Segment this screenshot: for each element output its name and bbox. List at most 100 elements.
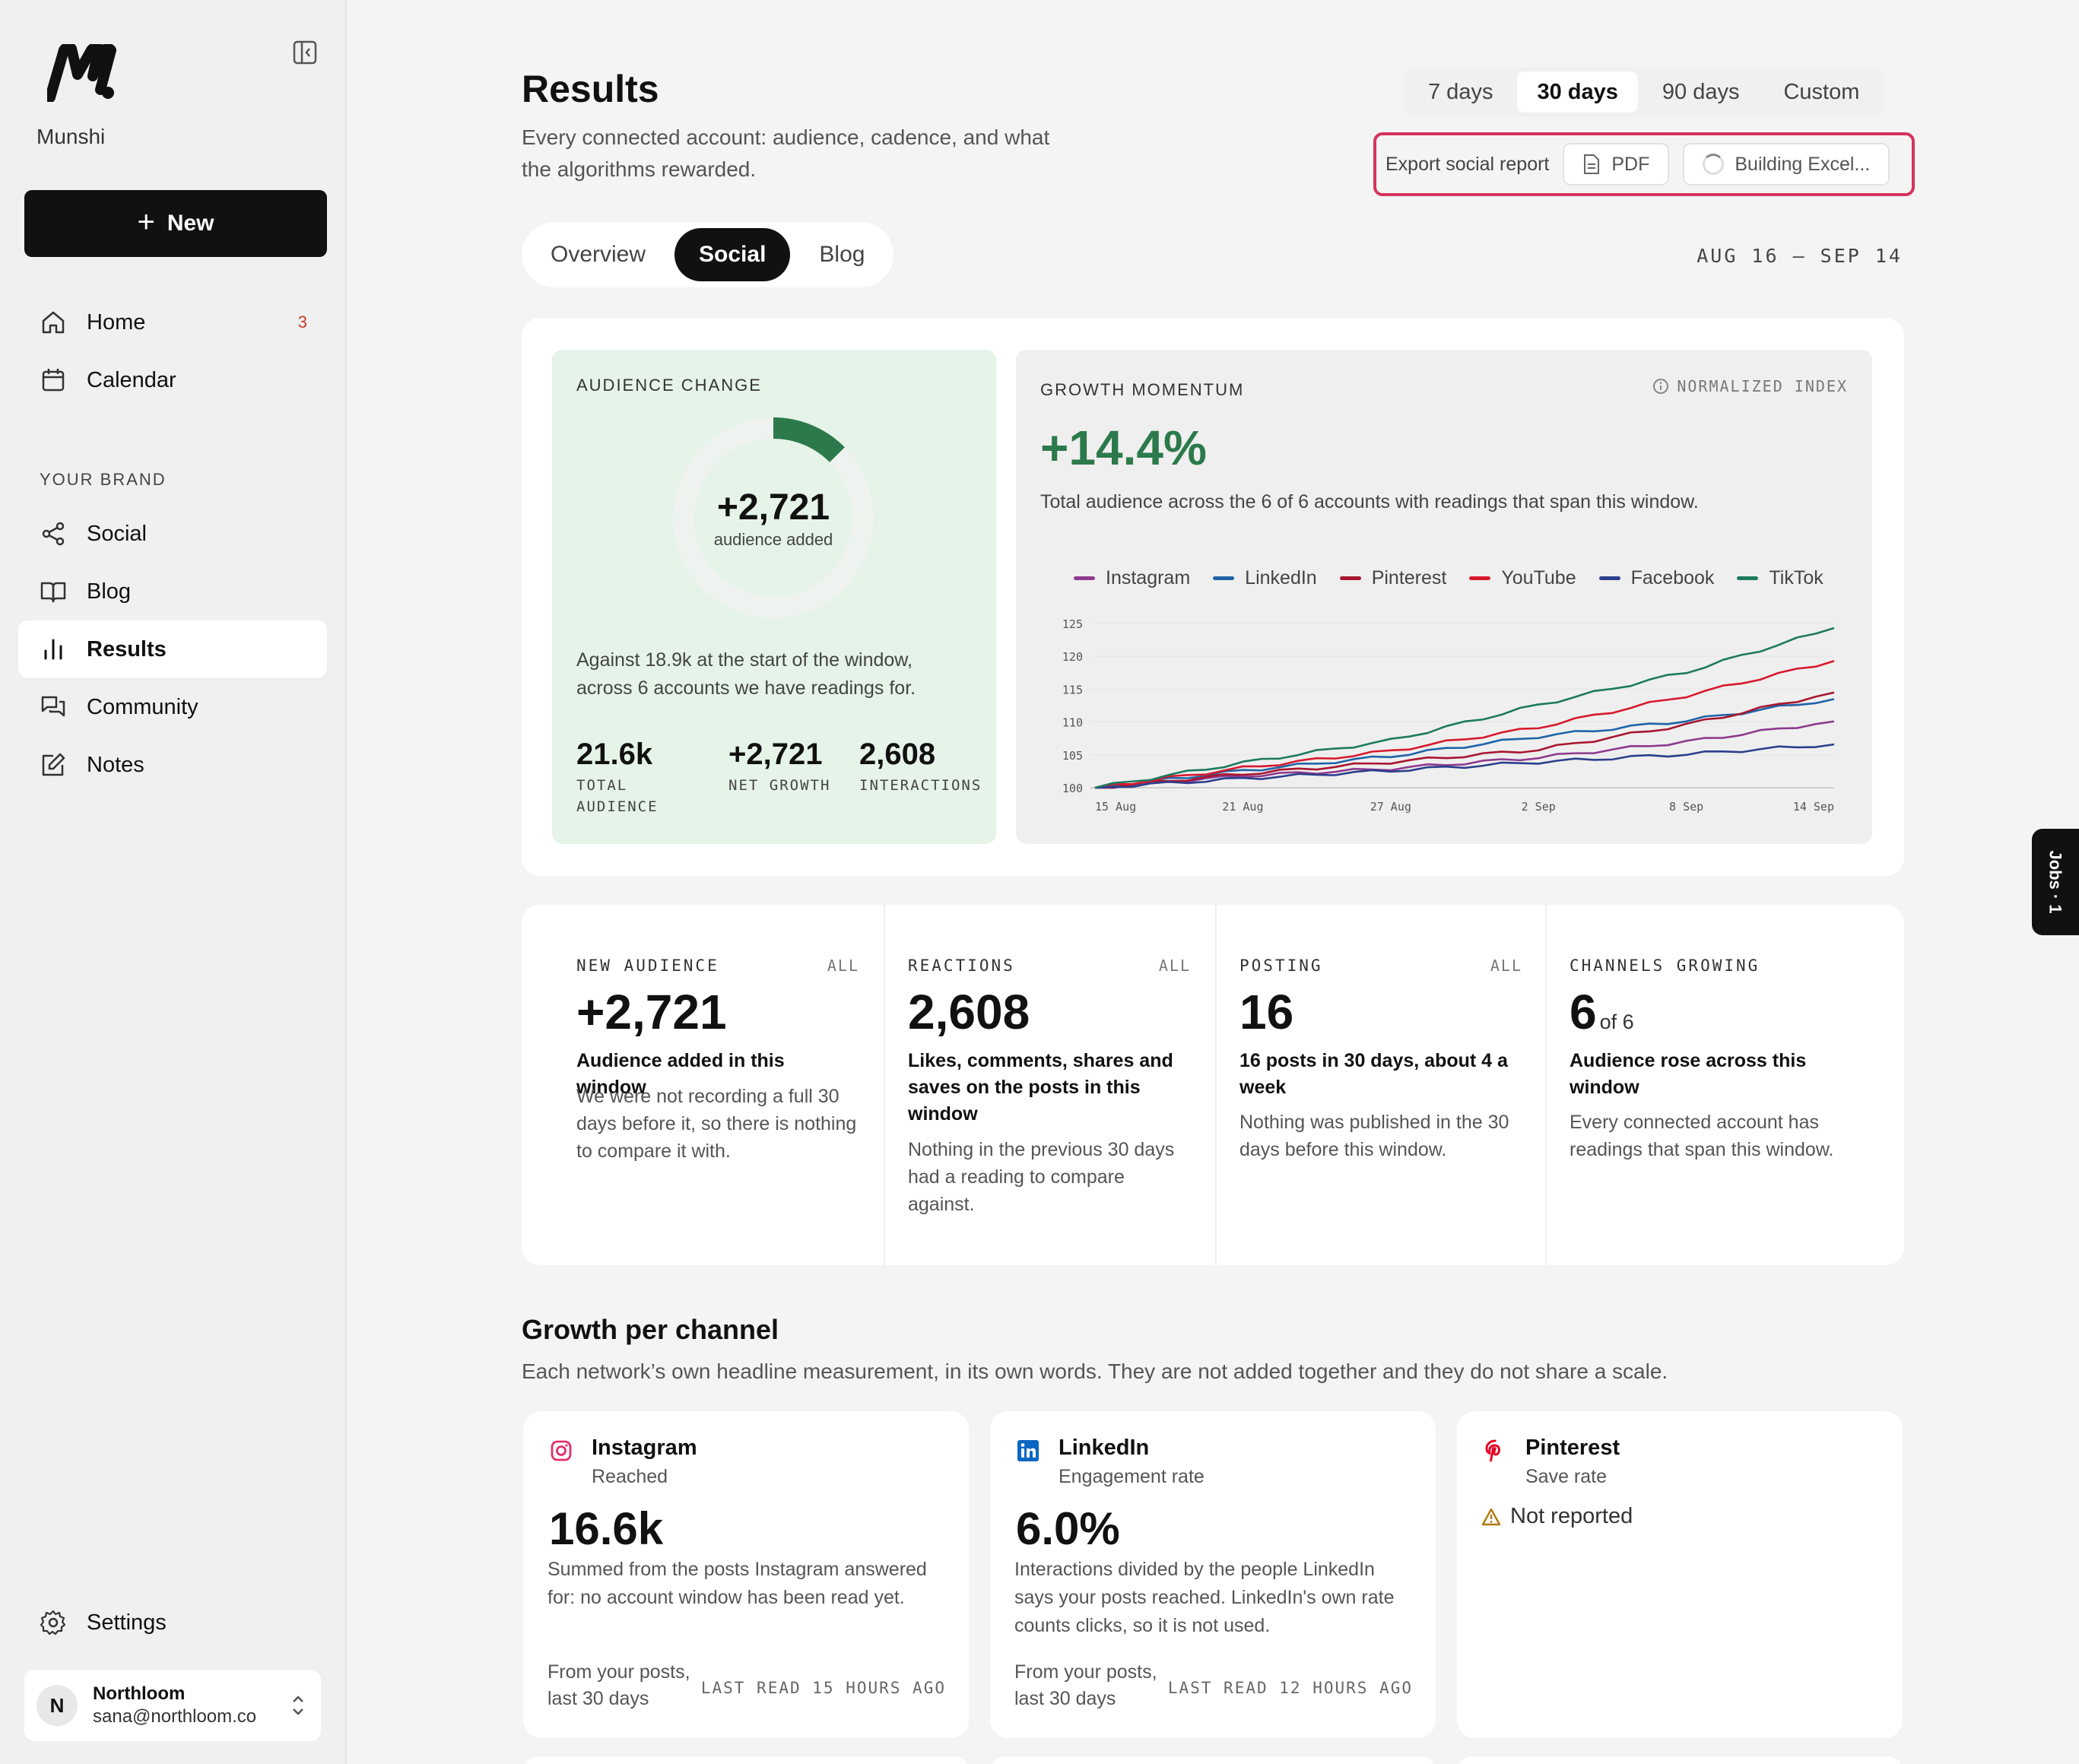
user-name: Northloom bbox=[93, 1683, 186, 1704]
x-tick-label: 15 Aug bbox=[1095, 800, 1136, 814]
metric-posting: POSTING ALL 16 16 posts in 30 days, abou… bbox=[1239, 905, 1522, 1265]
legend-label: TikTok bbox=[1769, 567, 1823, 589]
document-icon bbox=[1584, 154, 1600, 174]
sidebar-item-label: Social bbox=[87, 521, 147, 546]
divider bbox=[884, 905, 885, 1265]
x-tick-label: 8 Sep bbox=[1669, 800, 1703, 814]
account-switcher[interactable]: N Northloom sana@northloom.co bbox=[24, 1670, 321, 1741]
sidebar-item-label: Calendar bbox=[87, 367, 176, 392]
tab-overview[interactable]: Overview bbox=[551, 242, 646, 267]
user-email: sana@northloom.co bbox=[93, 1706, 257, 1727]
linkedin-icon bbox=[1017, 1440, 1039, 1461]
chevron-updown-icon bbox=[293, 1696, 303, 1715]
legend-item-facebook[interactable]: Facebook bbox=[1598, 567, 1715, 589]
plus-icon: + bbox=[137, 205, 155, 239]
sidebar-item-social[interactable]: Social bbox=[18, 505, 327, 563]
metric-title: Audience added in this window bbox=[576, 1050, 785, 1098]
y-tick-label: 125 bbox=[1062, 617, 1083, 631]
stat-label: TOTAL AUDIENCE bbox=[576, 777, 659, 815]
legend-label: Facebook bbox=[1630, 567, 1715, 589]
range-custom[interactable]: Custom bbox=[1783, 79, 1860, 104]
donut-center: +2,721 audience added bbox=[671, 415, 876, 620]
section-subtitle: Each network’s own headline measurement,… bbox=[522, 1359, 1668, 1383]
channel-footer: From your posts, last 30 days bbox=[1014, 1661, 1157, 1709]
x-tick-label: 14 Sep bbox=[1793, 800, 1834, 814]
growth-momentum-panel: GROWTH MOMENTUM NORMALIZED INDEX +14.4% … bbox=[1016, 350, 1872, 844]
channel-value: 6.0% bbox=[1016, 1503, 1120, 1554]
metric-note: Every connected account has readings tha… bbox=[1570, 1112, 1834, 1160]
sidebar-item-label: Notes bbox=[87, 752, 144, 777]
sidebar-item-settings[interactable]: Settings bbox=[18, 1594, 327, 1651]
legend-item-linkedin[interactable]: LinkedIn bbox=[1213, 567, 1317, 589]
export-excel-button[interactable]: Building Excel... bbox=[1683, 143, 1890, 186]
metric-scope-tag: ALL bbox=[1158, 957, 1191, 975]
divider bbox=[1545, 905, 1547, 1265]
legend-item-pinterest[interactable]: Pinterest bbox=[1339, 567, 1446, 589]
metric-new-audience: NEW AUDIENCE ALL +2,721 Audience added i… bbox=[576, 905, 859, 1265]
stat-label: INTERACTIONS bbox=[859, 777, 982, 794]
sidebar-item-blog[interactable]: Blog bbox=[18, 563, 327, 620]
info-icon[interactable] bbox=[1652, 378, 1669, 395]
sidebar-item-calendar[interactable]: Calendar bbox=[18, 351, 327, 409]
tab-social[interactable]: Social bbox=[674, 228, 791, 281]
sidebar: Munshi + New Home 3 Calendar YOUR BRAND … bbox=[0, 0, 347, 1764]
range-7-days[interactable]: 7 days bbox=[1428, 79, 1493, 104]
series-line-facebook bbox=[1094, 743, 1835, 789]
legend-swatch bbox=[1339, 576, 1361, 580]
channel-metric: Engagement rate bbox=[1059, 1466, 1205, 1487]
normalized-index-label: NORMALIZED INDEX bbox=[1677, 377, 1848, 395]
jobs-tab-label: Jobs · 1 bbox=[2046, 850, 2066, 914]
sidebar-item-community[interactable]: Community bbox=[18, 678, 327, 736]
metrics-card: NEW AUDIENCE ALL +2,721 Audience added i… bbox=[522, 905, 1904, 1265]
audience-description: Against 18.9k at the start of the window… bbox=[576, 649, 916, 699]
legend-swatch bbox=[1213, 576, 1235, 580]
sidebar-item-notes[interactable]: Notes bbox=[18, 736, 327, 794]
stat-net-growth: +2,721 NET GROWTH bbox=[728, 738, 859, 817]
legend-item-instagram[interactable]: Instagram bbox=[1074, 567, 1190, 589]
growth-line-chart: 100 105 110 115 120 125 15 Aug 21 Aug 27 Aug 2 Se… bbox=[1062, 617, 1835, 814]
stat-interactions: 2,608 INTERACTIONS bbox=[859, 738, 982, 817]
section-label: YOUR BRAND bbox=[40, 470, 167, 489]
audience-stats: 21.6k TOTAL AUDIENCE +2,721 NET GROWTH 2… bbox=[576, 738, 982, 817]
range-30-days[interactable]: 30 days bbox=[1517, 71, 1638, 113]
metric-note: Nothing in the previous 30 days had a re… bbox=[908, 1139, 1175, 1215]
not-reported-label: Not reported bbox=[1510, 1504, 1633, 1528]
channel-card-pinterest[interactable]: Pinterest Save rate Not reported bbox=[1457, 1411, 1903, 1738]
y-tick-label: 100 bbox=[1062, 782, 1083, 795]
x-tick-label: 27 Aug bbox=[1370, 800, 1411, 814]
sidebar-item-home[interactable]: Home 3 bbox=[18, 293, 327, 351]
metric-title: Likes, comments, shares and saves on the… bbox=[908, 1050, 1173, 1125]
metric-value: 6 of 6 bbox=[1570, 984, 1634, 1040]
export-pdf-button[interactable]: PDF bbox=[1563, 143, 1670, 186]
metric-note: We were not recording a full 30 days bef… bbox=[576, 1086, 857, 1162]
new-button[interactable]: + New bbox=[24, 190, 327, 257]
range-selector: 7 days 30 days 90 days Custom bbox=[1404, 67, 1884, 117]
growth-value: +14.4% bbox=[1040, 420, 1207, 475]
range-90-days[interactable]: 90 days bbox=[1662, 79, 1740, 104]
audience-added-value: +2,721 bbox=[716, 487, 830, 528]
stat-value: 2,608 bbox=[859, 738, 936, 771]
metric-title: Audience rose across this window bbox=[1570, 1050, 1807, 1098]
export-label: Export social report bbox=[1385, 153, 1550, 175]
y-tick-label: 115 bbox=[1062, 683, 1083, 696]
legend-item-youtube[interactable]: YouTube bbox=[1469, 567, 1576, 589]
sidebar-item-results[interactable]: Results bbox=[18, 620, 327, 678]
channel-card-instagram[interactable]: Instagram Reached 16.6k Summed from the … bbox=[523, 1411, 969, 1738]
page-title: Results bbox=[522, 68, 659, 110]
x-tick-label: 2 Sep bbox=[1522, 800, 1556, 814]
channel-value: 16.6k bbox=[549, 1503, 664, 1554]
tab-blog[interactable]: Blog bbox=[819, 242, 865, 267]
brand-name: Munshi bbox=[37, 125, 106, 148]
jobs-drawer-tab[interactable]: Jobs · 1 bbox=[2032, 829, 2079, 935]
channel-card-linkedin[interactable]: LinkedIn Engagement rate 6.0% Interactio… bbox=[990, 1411, 1436, 1738]
sidebar-collapse-icon[interactable] bbox=[292, 40, 318, 65]
chart-legend: Instagram LinkedIn Pinterest YouTube Faceboo… bbox=[1074, 567, 1823, 589]
y-tick-label: 105 bbox=[1062, 749, 1083, 763]
stat-label: NET GROWTH bbox=[728, 777, 831, 794]
edit-icon bbox=[42, 753, 65, 776]
brand-logo[interactable] bbox=[47, 44, 117, 102]
legend-item-tiktok[interactable]: TikTok bbox=[1737, 567, 1823, 589]
warning-icon bbox=[1481, 1508, 1501, 1525]
panel-label: AUDIENCE CHANGE bbox=[576, 376, 762, 395]
series-line-youtube bbox=[1094, 660, 1835, 789]
